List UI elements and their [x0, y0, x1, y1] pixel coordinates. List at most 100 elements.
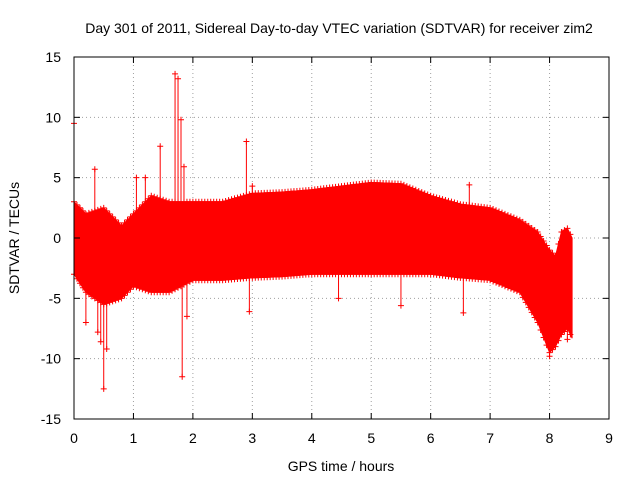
data-point-outlier — [175, 75, 182, 82]
data-point-marker — [519, 294, 526, 301]
x-tick-label: 5 — [367, 430, 375, 446]
data-point-marker — [228, 196, 235, 203]
data-point-marker — [115, 219, 122, 226]
data-point-marker — [106, 210, 113, 217]
data-band — [73, 181, 573, 354]
data-point-marker — [415, 187, 422, 194]
data-point-marker — [124, 289, 131, 296]
y-tick-label: 0 — [53, 230, 61, 246]
data-point-marker — [76, 280, 83, 287]
data-point-marker — [112, 297, 119, 304]
data-point-outlier — [180, 163, 187, 170]
data-point-marker — [513, 288, 520, 295]
data-point-marker — [151, 193, 158, 200]
data-point-outlier — [243, 138, 250, 145]
data-point-marker — [397, 180, 404, 187]
y-tick-label: 15 — [45, 49, 61, 65]
data-point-marker — [513, 215, 520, 222]
data-point-marker — [516, 289, 523, 296]
data-point-marker — [427, 192, 434, 199]
data-point-marker — [136, 204, 143, 211]
data-point-outlier — [178, 116, 184, 123]
data-point-outlier — [179, 373, 186, 380]
data-point-marker — [558, 331, 565, 338]
y-tick-label: 10 — [45, 109, 61, 125]
data-point-marker — [537, 233, 544, 240]
data-point-outlier — [82, 319, 89, 326]
data-point-marker — [127, 286, 134, 293]
data-point-marker — [79, 207, 86, 214]
data-point-outlier — [94, 329, 101, 336]
data-point-marker — [237, 193, 244, 200]
data-point-marker — [430, 193, 437, 200]
data-point-marker — [73, 275, 80, 282]
data-point-marker — [109, 213, 116, 220]
data-point-marker — [160, 196, 167, 203]
data-point-marker — [234, 194, 241, 201]
data-point-marker — [510, 286, 517, 293]
y-tick-label: -10 — [41, 351, 61, 367]
data-point-outlier — [249, 183, 256, 190]
data-point-marker — [496, 208, 503, 215]
data-point-marker — [112, 216, 119, 223]
data-point-outlier — [91, 166, 98, 173]
data-point-marker — [163, 197, 170, 204]
y-tick-label: -5 — [49, 290, 62, 306]
data-point-marker — [79, 284, 86, 291]
y-tick-label: 5 — [53, 170, 61, 186]
data-point-marker — [501, 283, 508, 290]
axis-ticks: 0 1 2 3 4 5 6 7 8 9 15 10 5 0 -5 -10 -15 — [41, 49, 613, 446]
data-point-outlier — [335, 295, 342, 302]
x-tick-label: 1 — [130, 430, 138, 446]
data-series-sdtvar — [71, 70, 574, 392]
data-point-marker — [537, 327, 544, 334]
data-point-marker — [139, 286, 146, 293]
data-point-marker — [406, 184, 413, 191]
data-point-outlier — [157, 143, 164, 150]
y-axis-label: SDTVAR / TECUs — [6, 182, 22, 294]
data-point-marker — [507, 285, 514, 292]
data-point-marker — [154, 194, 161, 201]
data-point-marker — [222, 197, 229, 204]
data-point-marker — [504, 212, 511, 219]
data-point-marker — [136, 285, 143, 292]
data-point-marker — [240, 192, 247, 199]
x-tick-label: 7 — [486, 430, 494, 446]
data-point-marker — [400, 181, 407, 188]
data-point-marker — [219, 198, 226, 205]
data-point-marker — [510, 214, 517, 221]
data-point-marker — [130, 283, 137, 290]
chart-title: Day 301 of 2011, Sidereal Day-to-day VTE… — [85, 20, 593, 36]
data-point-marker — [412, 186, 419, 193]
data-point-marker — [540, 334, 547, 341]
data-point-outlier — [564, 336, 571, 343]
data-point-outlier — [100, 385, 107, 392]
data-point-marker — [501, 210, 508, 217]
data-point-marker — [448, 198, 455, 205]
x-tick-label: 8 — [546, 430, 554, 446]
data-point-marker — [142, 287, 149, 294]
x-tick-label: 3 — [248, 430, 256, 446]
data-point-marker — [148, 192, 155, 199]
x-tick-label: 4 — [308, 430, 316, 446]
data-point-marker — [490, 278, 497, 285]
data-point-outlier — [133, 174, 140, 181]
data-point-marker — [403, 183, 410, 190]
data-point-marker — [499, 282, 505, 289]
data-point-marker — [418, 189, 425, 196]
data-point-marker — [103, 207, 110, 214]
data-point-marker — [531, 314, 538, 321]
data-point-marker — [421, 190, 428, 197]
data-point-marker — [106, 299, 113, 306]
data-point-marker — [490, 206, 497, 213]
data-point-marker — [493, 207, 500, 214]
data-point-marker — [231, 195, 238, 202]
data-point-marker — [561, 328, 568, 335]
data-point-marker — [436, 195, 443, 202]
data-point-marker — [118, 222, 125, 229]
data-point-marker — [549, 250, 556, 257]
data-point-outlier — [103, 346, 110, 353]
data-point-marker — [424, 191, 431, 198]
data-point-marker — [145, 288, 152, 295]
data-point-marker — [127, 213, 134, 220]
